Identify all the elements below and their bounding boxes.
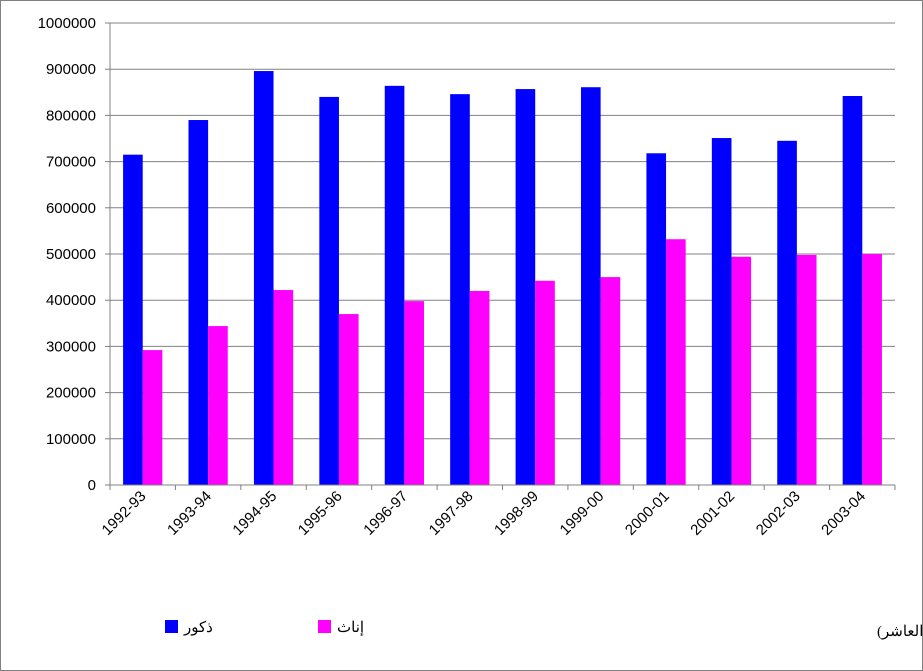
y-tick-label: 500000 <box>46 246 96 263</box>
bar <box>777 140 797 485</box>
bar <box>253 71 274 485</box>
bar <box>273 290 294 485</box>
bar <box>646 153 667 485</box>
legend-label: إناث <box>337 619 364 636</box>
y-tick-label: 600000 <box>46 200 96 217</box>
bar <box>450 94 470 485</box>
bar <box>711 138 732 485</box>
bar <box>338 314 359 485</box>
bar <box>581 87 601 485</box>
y-tick-label: 700000 <box>46 154 96 171</box>
bar <box>208 326 228 485</box>
legend-swatch <box>318 620 331 633</box>
legend-swatch <box>165 620 178 633</box>
bar <box>600 277 621 485</box>
y-tick-label: 0 <box>88 477 96 494</box>
bar <box>319 96 339 486</box>
bar <box>842 95 863 485</box>
bar <box>862 254 882 485</box>
y-tick-label: 100000 <box>46 431 96 448</box>
annotation: المرحلة الثانوية (من الصف التاسع إلى الص… <box>877 624 923 640</box>
bar <box>731 256 752 485</box>
bar <box>188 120 209 486</box>
bar <box>666 239 686 485</box>
bar <box>384 85 405 485</box>
y-tick-label: 300000 <box>46 338 96 355</box>
y-tick-label: 200000 <box>46 385 96 402</box>
bar <box>142 350 163 485</box>
bar <box>469 290 490 485</box>
y-tick-label: 800000 <box>46 107 96 124</box>
legend-label: ذكور <box>183 619 213 636</box>
y-tick-label: 1000000 <box>38 15 96 32</box>
bar <box>123 154 143 486</box>
bar <box>796 254 817 485</box>
bar <box>404 301 424 485</box>
bar <box>535 280 555 485</box>
y-tick-label: 900000 <box>46 61 96 78</box>
y-tick-label: 400000 <box>46 292 96 309</box>
bar <box>515 89 536 485</box>
